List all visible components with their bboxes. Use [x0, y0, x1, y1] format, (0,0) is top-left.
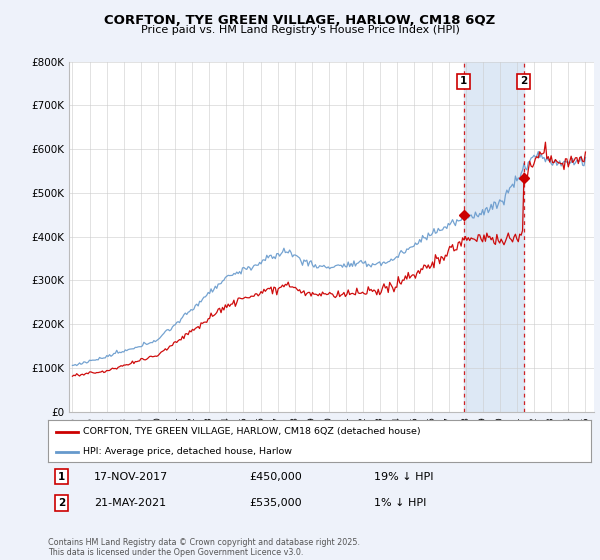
Text: 2: 2: [58, 498, 65, 508]
Text: 1: 1: [58, 472, 65, 482]
Text: 21-MAY-2021: 21-MAY-2021: [94, 498, 166, 508]
Text: CORFTON, TYE GREEN VILLAGE, HARLOW, CM18 6QZ (detached house): CORFTON, TYE GREEN VILLAGE, HARLOW, CM18…: [83, 427, 421, 436]
Text: 2: 2: [520, 76, 527, 86]
Text: £535,000: £535,000: [249, 498, 302, 508]
Text: 19% ↓ HPI: 19% ↓ HPI: [374, 472, 433, 482]
Text: HPI: Average price, detached house, Harlow: HPI: Average price, detached house, Harl…: [83, 447, 292, 456]
Bar: [464, 62, 524, 412]
Text: 1: 1: [460, 76, 467, 86]
Text: CORFTON, TYE GREEN VILLAGE, HARLOW, CM18 6QZ: CORFTON, TYE GREEN VILLAGE, HARLOW, CM18…: [104, 14, 496, 27]
Text: Contains HM Land Registry data © Crown copyright and database right 2025.
This d: Contains HM Land Registry data © Crown c…: [48, 538, 360, 557]
Text: 17-NOV-2017: 17-NOV-2017: [94, 472, 169, 482]
Text: Price paid vs. HM Land Registry's House Price Index (HPI): Price paid vs. HM Land Registry's House …: [140, 25, 460, 35]
Text: £450,000: £450,000: [249, 472, 302, 482]
Text: 1% ↓ HPI: 1% ↓ HPI: [374, 498, 426, 508]
